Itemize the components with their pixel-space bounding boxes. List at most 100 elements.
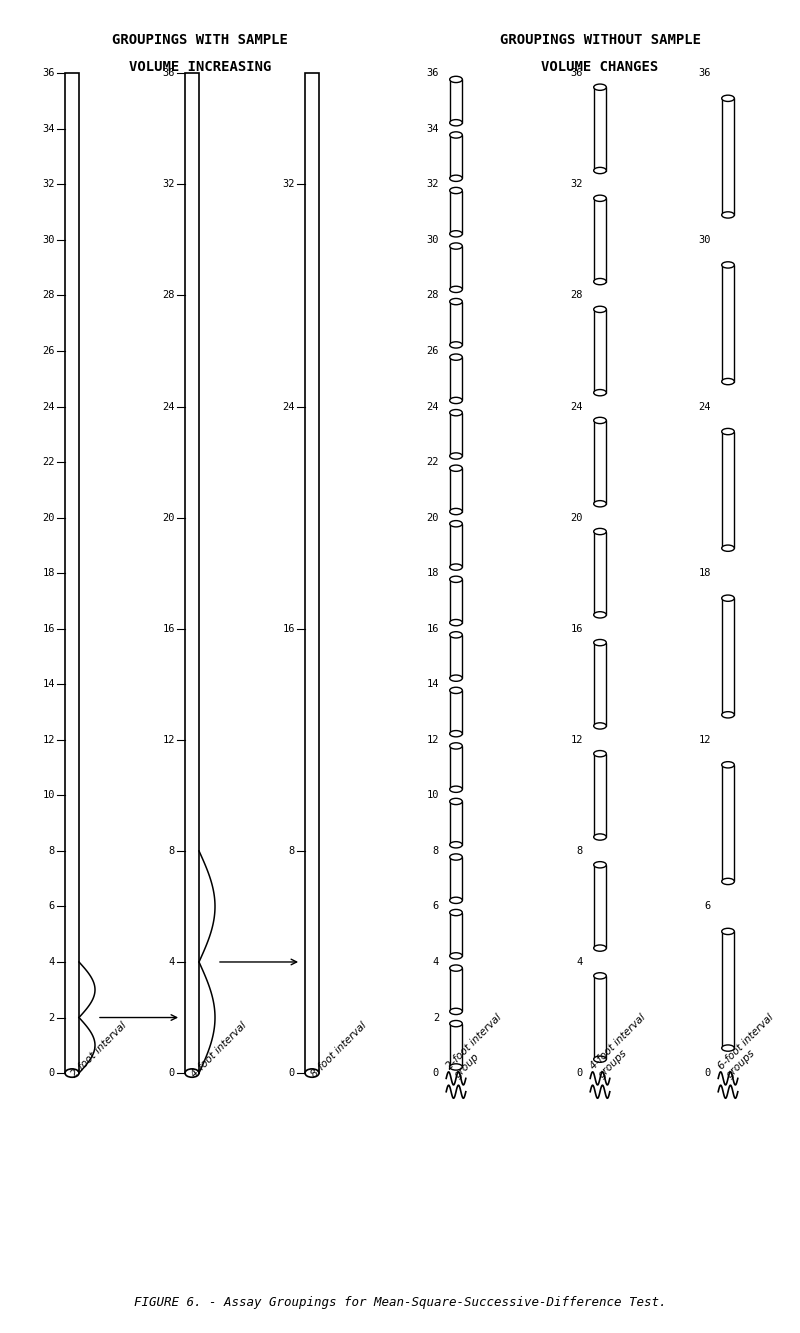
Text: 8-foot interval: 8-foot interval — [309, 1021, 368, 1080]
Ellipse shape — [450, 730, 462, 737]
Ellipse shape — [450, 742, 462, 749]
Ellipse shape — [594, 945, 606, 952]
Text: 20: 20 — [570, 513, 583, 523]
Ellipse shape — [594, 640, 606, 645]
Ellipse shape — [594, 84, 606, 91]
Ellipse shape — [450, 798, 462, 805]
Text: 16: 16 — [162, 624, 175, 633]
Bar — [450, 357, 462, 400]
Bar — [722, 99, 734, 215]
Text: 8: 8 — [289, 846, 295, 856]
Ellipse shape — [594, 501, 606, 507]
Ellipse shape — [185, 1069, 199, 1077]
Text: 30: 30 — [426, 235, 439, 245]
Text: 34: 34 — [42, 124, 55, 133]
Text: 32: 32 — [570, 180, 583, 189]
Ellipse shape — [450, 909, 462, 916]
Ellipse shape — [594, 195, 606, 201]
Ellipse shape — [305, 1069, 319, 1077]
Text: 22: 22 — [42, 457, 55, 467]
Ellipse shape — [722, 1045, 734, 1052]
Text: 2: 2 — [49, 1013, 55, 1022]
Text: 2-foot interval
group: 2-foot interval group — [445, 1012, 512, 1080]
Ellipse shape — [450, 841, 462, 848]
Bar — [722, 432, 734, 548]
Text: 18: 18 — [698, 568, 711, 579]
Ellipse shape — [450, 854, 462, 860]
Ellipse shape — [722, 878, 734, 885]
Ellipse shape — [450, 188, 462, 193]
Bar — [450, 135, 462, 179]
Text: 30: 30 — [42, 235, 55, 245]
Text: 8: 8 — [49, 846, 55, 856]
Ellipse shape — [722, 761, 734, 768]
Bar — [450, 913, 462, 956]
Ellipse shape — [450, 965, 462, 972]
Text: 6: 6 — [705, 901, 711, 912]
Bar — [450, 413, 462, 456]
Text: 0: 0 — [169, 1068, 175, 1078]
Bar — [450, 746, 462, 789]
Text: 24: 24 — [42, 401, 55, 412]
Ellipse shape — [450, 355, 462, 360]
Ellipse shape — [594, 168, 606, 173]
Ellipse shape — [450, 76, 462, 83]
Bar — [722, 765, 734, 881]
Text: 36: 36 — [570, 68, 583, 79]
Ellipse shape — [722, 545, 734, 552]
Ellipse shape — [450, 341, 462, 348]
Bar — [185, 73, 199, 1073]
Text: 24: 24 — [570, 401, 583, 412]
Text: 18: 18 — [42, 568, 55, 579]
Ellipse shape — [450, 1021, 462, 1026]
Ellipse shape — [450, 688, 462, 693]
Ellipse shape — [722, 712, 734, 718]
Ellipse shape — [450, 175, 462, 181]
Text: 28: 28 — [426, 291, 439, 300]
Text: 20: 20 — [42, 513, 55, 523]
Text: 32: 32 — [282, 180, 295, 189]
Ellipse shape — [450, 243, 462, 249]
Ellipse shape — [450, 953, 462, 958]
Text: 26: 26 — [426, 347, 439, 356]
Ellipse shape — [722, 261, 734, 268]
Text: 6-foot interval
groups: 6-foot interval groups — [717, 1012, 784, 1080]
Text: 12: 12 — [426, 734, 439, 745]
Ellipse shape — [594, 750, 606, 757]
Text: 4-foot interval
groups: 4-foot interval groups — [589, 1012, 656, 1080]
Text: 30: 30 — [698, 235, 711, 245]
Text: 16: 16 — [426, 624, 439, 633]
Ellipse shape — [594, 973, 606, 978]
Ellipse shape — [594, 1056, 606, 1062]
Text: 16: 16 — [42, 624, 55, 633]
Bar — [450, 857, 462, 900]
Text: 28: 28 — [570, 291, 583, 300]
Text: VOLUME CHANGES: VOLUME CHANGES — [542, 60, 658, 75]
Text: GROUPINGS WITHOUT SAMPLE: GROUPINGS WITHOUT SAMPLE — [499, 33, 701, 48]
Text: VOLUME INCREASING: VOLUME INCREASING — [129, 60, 271, 75]
Text: 22: 22 — [426, 457, 439, 467]
Ellipse shape — [722, 428, 734, 435]
Text: 4: 4 — [577, 957, 583, 966]
Text: FIGURE 6. - Assay Groupings for Mean-Square-Successive-Difference Test.: FIGURE 6. - Assay Groupings for Mean-Squ… — [134, 1296, 666, 1309]
Ellipse shape — [722, 928, 734, 934]
Text: 0: 0 — [49, 1068, 55, 1078]
Bar — [722, 932, 734, 1048]
Bar — [594, 643, 606, 726]
Bar — [450, 635, 462, 678]
Text: 24: 24 — [282, 401, 295, 412]
Bar — [594, 532, 606, 615]
Text: 0: 0 — [433, 1068, 439, 1078]
Text: 0: 0 — [577, 1068, 583, 1078]
Text: 36: 36 — [698, 68, 711, 79]
Ellipse shape — [594, 612, 606, 619]
Ellipse shape — [450, 287, 462, 292]
Ellipse shape — [450, 1008, 462, 1014]
Ellipse shape — [450, 453, 462, 459]
Text: 2: 2 — [433, 1013, 439, 1022]
Bar — [450, 301, 462, 345]
Ellipse shape — [594, 417, 606, 424]
Ellipse shape — [594, 861, 606, 868]
Text: 24: 24 — [162, 401, 175, 412]
Text: 4: 4 — [169, 957, 175, 966]
